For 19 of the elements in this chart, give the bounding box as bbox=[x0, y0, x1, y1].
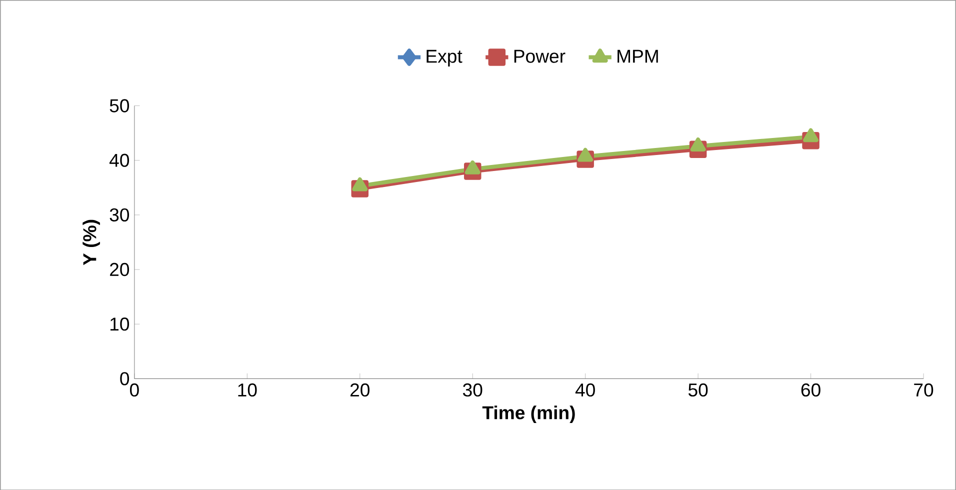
y-tick-label: 20 bbox=[110, 262, 130, 276]
y-tick-label: 50 bbox=[110, 98, 130, 112]
y-tick-label: 0 bbox=[120, 372, 130, 386]
y-tick-label: 40 bbox=[110, 154, 130, 167]
x-tick-label: 0 bbox=[130, 383, 139, 396]
x-tick-label: 70 bbox=[914, 383, 934, 396]
legend-label: Expt bbox=[426, 50, 462, 66]
x-axis-title: Time (min) bbox=[482, 405, 575, 423]
y-tick-label: 10 bbox=[110, 317, 130, 330]
x-tick-label: 20 bbox=[350, 383, 370, 396]
y-tick-label: 30 bbox=[110, 208, 130, 222]
y-axis-title: Y (%) bbox=[82, 220, 100, 265]
legend-label: MPM bbox=[618, 50, 658, 62]
legend-label: Power bbox=[514, 50, 566, 63]
x-tick-label: 10 bbox=[238, 383, 257, 396]
x-tick-label: 40 bbox=[575, 383, 595, 396]
x-tick-label: 50 bbox=[688, 383, 708, 396]
x-tick-label: 30 bbox=[462, 383, 482, 396]
x-tick-label: 60 bbox=[801, 383, 820, 396]
